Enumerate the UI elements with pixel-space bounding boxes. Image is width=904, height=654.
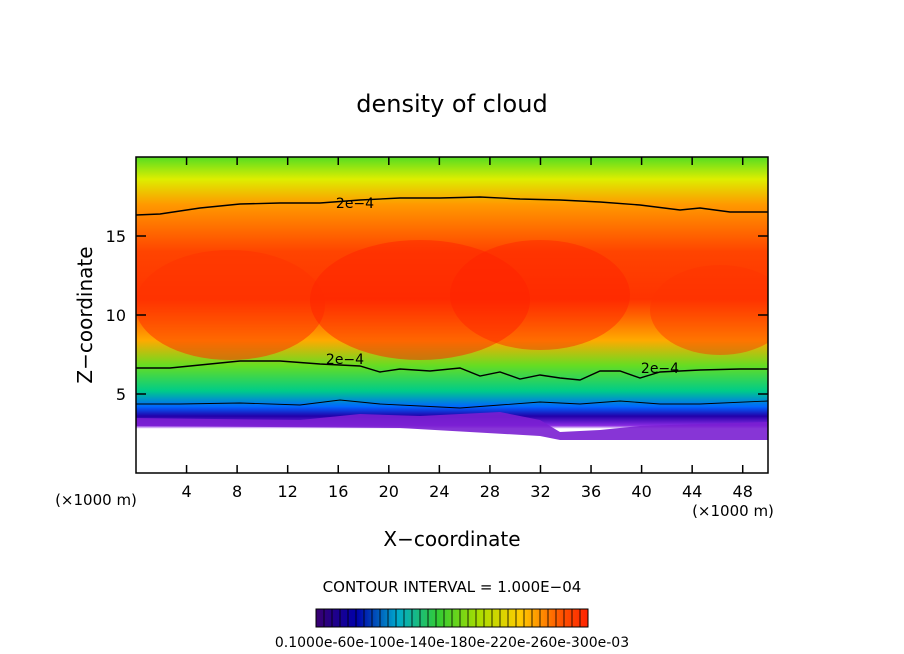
x-axis: 4 8 12 16 20 24 28 32 36 40 44 48: [181, 157, 753, 501]
x-tick-label: 28: [480, 482, 500, 501]
x-tick-label: 16: [328, 482, 348, 501]
y-tick-label: 5: [116, 385, 126, 404]
heatmap-field: [136, 157, 768, 473]
chart-title: density of cloud: [356, 90, 547, 118]
x-tick-label: 8: [232, 482, 242, 501]
heatmap-base-band: [136, 412, 768, 440]
x-unit-label-left: (×1000 m): [55, 491, 137, 509]
y-tick-label: 15: [106, 227, 126, 246]
x-tick-label: 44: [682, 482, 702, 501]
x-tick-label: 24: [429, 482, 449, 501]
x-tick-label: 4: [181, 482, 191, 501]
heatmap-core-edge: [650, 265, 768, 355]
contour-bottom: [136, 399, 768, 409]
contour-label-lower-right: 2e−4: [641, 361, 679, 377]
contour-label-upper: 2e−4: [336, 196, 374, 212]
y-axis: 5 10 15: [106, 227, 768, 404]
contour-lines: [136, 196, 768, 409]
x-tick-label: 40: [631, 482, 651, 501]
contour-label-lower-left: 2e−4: [326, 352, 364, 368]
x-axis-label: X−coordinate: [383, 527, 520, 551]
contour-lower: [136, 360, 768, 381]
x-tick-label: 32: [530, 482, 550, 501]
heatmap-core-right: [450, 240, 630, 350]
contour-interval-text: CONTOUR INTERVAL = 1.000E−04: [323, 578, 582, 596]
colorbar-ticks: [323, 609, 581, 627]
y-tick-label: 10: [106, 306, 126, 325]
y-axis-label: Z−coordinate: [73, 246, 97, 383]
x-tick-label: 20: [379, 482, 399, 501]
x-tick-label: 48: [733, 482, 753, 501]
x-tick-label: 12: [278, 482, 298, 501]
contour-upper: [136, 196, 768, 216]
x-tick-label: 36: [581, 482, 601, 501]
heatmap-core-left: [136, 250, 325, 360]
colorbar-labels: 0.1000e-60e-100e-140e-180e-220e-260e-300…: [275, 635, 629, 651]
x-unit-label-right: (×1000 m): [692, 502, 774, 520]
heatmap-core-center: [310, 240, 530, 360]
